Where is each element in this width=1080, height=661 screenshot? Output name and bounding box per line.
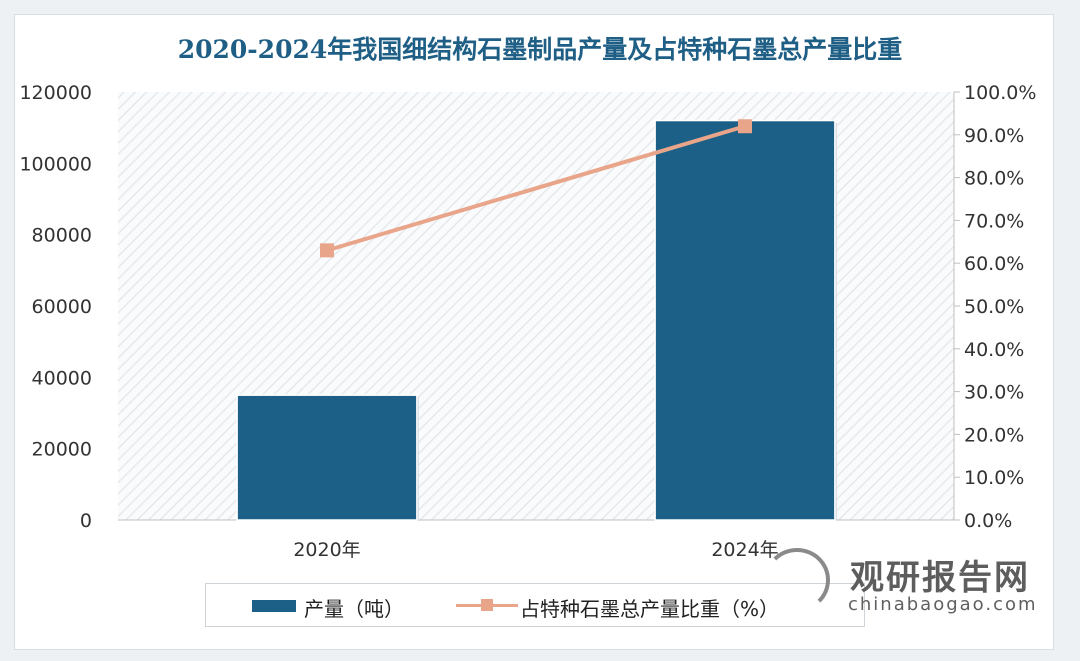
y-left-tick-label: 60000 xyxy=(32,296,92,318)
y-right-tick-label: 0.0% xyxy=(964,510,1012,532)
y-right-tick-label: 20.0% xyxy=(964,424,1024,446)
legend-line-label: 占特种石墨总产量比重（%） xyxy=(520,597,780,621)
bar xyxy=(654,119,836,521)
legend-bar-label: 产量（吨） xyxy=(304,597,404,621)
x-tick-label: 2024年 xyxy=(711,539,778,561)
watermark-title: 观研报告网 xyxy=(850,558,1030,598)
x-tick-label: 2020年 xyxy=(293,539,360,561)
line-series xyxy=(326,124,746,253)
y-right-tick-label: 30.0% xyxy=(964,382,1024,404)
legend-bar-swatch xyxy=(252,600,296,612)
y-left-tick-label: 120000 xyxy=(19,82,92,104)
y-right-tick-label: 70.0% xyxy=(964,210,1024,232)
y-left-tick-label: 20000 xyxy=(32,439,92,461)
line-point xyxy=(320,243,334,258)
y-right-tick-label: 40.0% xyxy=(964,339,1024,361)
y-left-tick-label: 0 xyxy=(80,510,92,532)
legend-line-marker xyxy=(481,599,493,611)
chart-title: 2020-2024年我国细结构石墨制品产量及占特种石墨总产量比重 xyxy=(177,35,903,64)
bar xyxy=(236,394,418,521)
y-right-tick-label: 90.0% xyxy=(964,125,1024,147)
legend: 产量（吨） 占特种石墨总产量比重（%） xyxy=(205,583,865,627)
y-left-tick-label: 40000 xyxy=(32,367,92,389)
watermark-url: chinabaogao.com xyxy=(848,594,1038,615)
y-right-tick-label: 60.0% xyxy=(964,253,1024,275)
y-right-tick-label: 10.0% xyxy=(964,467,1024,489)
watermark-logo-icon xyxy=(764,548,830,612)
corner-watermark: 观研报告网 chinabaogao.com xyxy=(760,546,1060,622)
y-right-tick-label: 50.0% xyxy=(964,296,1024,318)
line-point xyxy=(738,119,752,134)
y-left-tick-label: 100000 xyxy=(19,153,92,175)
y-right-tick-label: 100.0% xyxy=(964,82,1036,104)
y-right-tick-label: 80.0% xyxy=(964,168,1024,190)
y-left-tick-label: 80000 xyxy=(32,225,92,247)
